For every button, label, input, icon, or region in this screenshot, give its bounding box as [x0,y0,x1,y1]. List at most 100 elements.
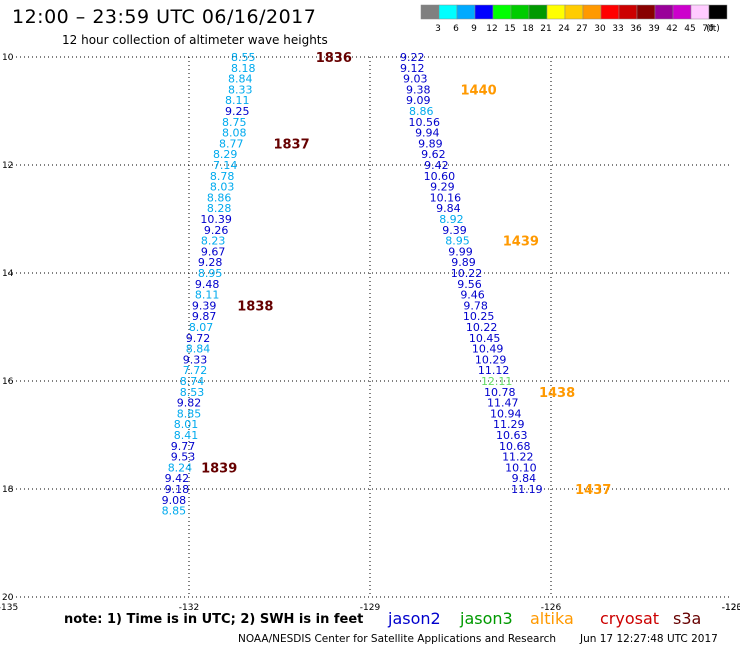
data-point-right: 9.89 [418,137,443,150]
legend-swatch [456,4,476,20]
data-point-right: 10.25 [463,310,495,323]
data-point-right: 9.03 [403,73,428,86]
legend-label: 6 [453,24,459,34]
data-point-left: 9.53 [171,451,196,464]
legend-swatch [654,4,674,20]
mission-s3a: s3a [673,609,702,628]
data-point-left: 8.11 [195,289,220,302]
legend-label: 30 [594,24,606,34]
page-title: 12:00 – 23:59 UTC 06/16/2017 [12,6,317,28]
data-point-left: 8.01 [174,418,199,431]
legend-swatch [618,4,638,20]
data-point-right: 9.38 [406,83,431,96]
data-point-left: 8.84 [228,73,253,86]
data-point-left: 9.48 [195,278,220,291]
time-label: 1839 [201,461,237,476]
data-point-left: 7.72 [183,364,208,377]
legend-swatch [546,4,566,20]
data-point-right: 10.78 [484,386,516,399]
data-point-right: 11.29 [493,418,525,431]
legend-label: 18 [522,24,534,34]
data-point-right: 9.46 [460,289,485,302]
y-tick-label: 12 [2,161,13,171]
mission-jason2: jason2 [388,609,441,628]
data-point-left: 9.28 [198,256,223,269]
data-point-right: 9.56 [457,278,482,291]
legend-swatch [564,4,584,20]
legend-unit: (ft) [706,24,720,34]
data-point-left: 9.39 [192,299,217,312]
data-point-left: 8.29 [213,148,238,161]
data-point-right: 9.62 [421,148,446,161]
data-point-left: 9.82 [177,397,202,410]
credit-line: NOAA/NESDIS Center for Satellite Applica… [238,633,556,645]
data-point-left: 8.24 [168,461,193,474]
data-point-right: 11.19 [511,483,543,496]
legend-label: 39 [648,24,660,34]
data-point-right: 9.12 [400,62,425,75]
data-point-right: 11.22 [502,451,534,464]
data-point-right: 9.84 [512,472,537,485]
time-label: 1437 [575,483,611,498]
color-legend: 3 6 9 12 15 18 21 24 27 30 33 36 39 42 45 70(ft) [420,4,728,34]
data-point-right: 10.10 [505,461,537,474]
time-label: 1836 [316,51,352,66]
time-label: 1439 [503,235,539,250]
legend-swatch [420,4,440,20]
legend-swatch [474,4,494,20]
data-point-left: 7.14 [213,159,238,172]
data-point-left: 10.39 [200,213,232,226]
legend-label: 21 [540,24,551,34]
data-point-right: 9.94 [415,127,440,140]
legend-swatch [492,4,512,20]
legend-label: 36 [630,24,642,34]
x-tick-label: -120 [722,603,740,613]
data-point-left: 9.72 [186,332,211,345]
data-point-right: 10.49 [472,343,504,356]
legend-swatch [510,4,530,20]
y-tick-label: 20 [2,593,14,603]
data-point-left: 8.08 [222,127,247,140]
legend-swatch [636,4,656,20]
x-tick-label: -126 [541,603,562,613]
data-point-left: 9.77 [171,440,196,453]
data-point-left: 8.85 [177,407,202,420]
data-point-left: 9.42 [165,472,190,485]
legend-label: 12 [486,24,497,34]
data-point-right: 10.22 [466,321,498,334]
data-point-left: 9.67 [201,245,226,258]
data-point-right: 10.63 [496,429,528,442]
data-point-right: 11.47 [487,397,519,410]
data-point-right: 9.84 [436,202,461,215]
mission-altika: altika [530,609,574,628]
data-point-left: 8.84 [186,343,211,356]
data-point-left: 8.28 [207,202,232,215]
legend-swatch [600,4,620,20]
legend-swatch [690,4,710,20]
legend-label: 9 [471,24,477,34]
data-point-left: 8.41 [174,429,199,442]
data-point-left: 8.53 [180,386,205,399]
data-point-right: 8.92 [439,213,464,226]
data-point-left: 8.75 [222,116,247,129]
mission-jason3: jason3 [460,609,513,628]
page-subtitle: 12 hour collection of altimeter wave hei… [62,33,328,47]
x-tick-label: -129 [360,603,381,613]
data-point-left: 8.74 [180,375,205,388]
x-tick-label: -135 [0,603,18,613]
y-tick-label: 14 [2,269,14,279]
data-point-right: 10.16 [430,191,462,204]
data-point-left: 8.07 [189,321,214,334]
data-point-left: 8.55 [231,51,256,64]
data-point-left: 9.33 [183,353,208,366]
data-point-right: 9.78 [463,299,488,312]
data-point-right: 8.95 [445,235,470,248]
axis-ticks: -135 -132 -129 -126 -123-120 10 12 14 16 18 20 [0,53,740,613]
data-point-left: 9.87 [192,310,217,323]
time-labels: 1836 1837 1838 1839 1440 1439 1438 1437 [201,51,611,498]
data-point-right: 11.12 [478,364,510,377]
data-point-left: 9.25 [225,105,250,118]
data-point-left: 9.26 [204,224,229,237]
data-point-left: 8.11 [225,94,250,107]
